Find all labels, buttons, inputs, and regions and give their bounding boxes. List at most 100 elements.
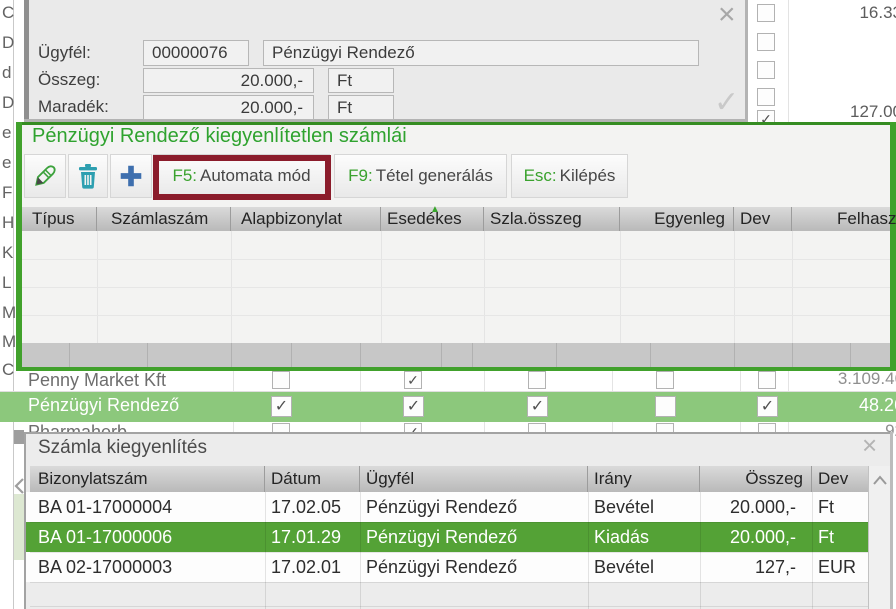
close-icon[interactable]: × <box>862 430 878 460</box>
checkbox[interactable] <box>757 4 775 22</box>
bg-amount: 3.109.46 <box>837 369 896 388</box>
edit-button[interactable] <box>24 154 66 198</box>
gridline <box>265 492 266 609</box>
amount-field[interactable]: 20.000,- <box>143 68 314 93</box>
gridline <box>441 343 442 367</box>
column-header-datum[interactable]: Dátum <box>265 466 360 492</box>
bg-row-letter: M <box>2 303 17 322</box>
remainder-currency-field[interactable]: Ft <box>328 95 394 120</box>
gridline <box>30 606 868 607</box>
gridline <box>850 343 851 367</box>
left-strip-divider <box>13 0 14 609</box>
check-icon: ✓ <box>530 398 545 415</box>
confirm-check-icon: ✓ <box>714 86 740 119</box>
checkbox[interactable] <box>528 371 546 389</box>
client-code-field[interactable]: 00000076 <box>143 40 249 66</box>
gridline <box>792 343 793 367</box>
column-header-egyenleg[interactable]: Egyenleg <box>620 207 734 231</box>
gridline <box>360 492 361 609</box>
hotkey-label: F5: <box>172 166 197 185</box>
gridline <box>588 492 589 609</box>
dialog-title: Számla kiegyenlítés <box>38 437 207 458</box>
amount: 127,- <box>754 557 796 577</box>
chevron-left-icon[interactable] <box>12 476 26 496</box>
chevron-up-icon[interactable] <box>872 474 888 486</box>
close-icon[interactable]: × <box>718 0 736 31</box>
gridline <box>812 492 813 609</box>
sort-asc-icon: ▲ <box>430 204 440 215</box>
column-header-esedekes[interactable]: Esedékes <box>381 207 484 231</box>
panel-border <box>16 122 22 371</box>
gridline <box>0 391 896 392</box>
column-header-felhasz[interactable]: Felhasz <box>837 209 896 228</box>
gridline <box>650 343 651 367</box>
table-row[interactable] <box>26 492 868 522</box>
bg-row-letter: e <box>2 153 12 172</box>
checkbox[interactable] <box>655 396 676 417</box>
gridline <box>556 343 557 367</box>
automatic-mode-button[interactable]: F5: Automata mód <box>153 154 330 198</box>
dialog-border <box>24 119 748 122</box>
checkbox[interactable]: ✓ <box>403 396 424 417</box>
checkbox[interactable]: ✓ <box>757 396 778 417</box>
checkbox[interactable] <box>757 33 775 51</box>
column-header-ugyfel[interactable]: Ügyfél <box>360 466 588 492</box>
amount-currency-field[interactable]: Ft <box>328 68 394 93</box>
table-row-selected[interactable]: Pénzügyi Rendező ✓ ✓ ✓ ✓ 48.26 <box>0 392 896 422</box>
table-footer <box>22 343 890 367</box>
bg-row-letter: d <box>2 63 12 82</box>
gridline <box>472 343 473 367</box>
checkbox[interactable] <box>757 88 775 106</box>
doc-number: BA 02-17000003 <box>38 557 173 577</box>
column-header-alapbizonylat[interactable]: Alapbizonylat <box>231 207 381 231</box>
generate-item-button[interactable]: F9: Tétel generálás <box>334 154 507 198</box>
bg-row-letter: D <box>2 93 15 112</box>
column-header-bizonylatszam[interactable]: Bizonylatszám <box>30 466 265 492</box>
remainder-field[interactable]: 20.000,- <box>143 95 314 120</box>
column-header-tipus[interactable]: Típus <box>22 207 97 231</box>
dialog-border <box>24 432 893 434</box>
gridline <box>22 259 890 260</box>
payment-dialog: × ✓ Ügyfél: 00000076 Pénzügyi Rendező Ös… <box>24 0 748 122</box>
checkbox[interactable] <box>656 371 674 389</box>
button-label: Tétel generálás <box>375 166 493 185</box>
column-header-osszeg[interactable]: Összeg <box>700 466 812 492</box>
dialog-corner-shadow <box>14 430 24 444</box>
check-icon: ✓ <box>760 398 775 415</box>
checkbox[interactable] <box>272 371 290 389</box>
direction: Kiadás <box>594 527 650 547</box>
column-header-dev[interactable]: Dev <box>818 469 849 488</box>
exit-button[interactable]: Esc: Kilépés <box>511 154 628 198</box>
column-header-irany[interactable]: Irány <box>588 466 700 492</box>
client-name-field[interactable]: Pénzügyi Rendező <box>263 40 699 66</box>
table-row-selected[interactable] <box>26 522 868 552</box>
bg-row-letter: H <box>2 213 15 232</box>
check-icon: ✓ <box>274 398 289 415</box>
checkbox[interactable] <box>758 371 776 389</box>
hotkey-label: F9: <box>348 166 373 185</box>
checkbox[interactable] <box>757 61 775 79</box>
partner-name: Pénzügyi Rendező <box>28 395 180 415</box>
settlement-dialog: Számla kiegyenlítés × Bizonylatszám Dátu… <box>24 432 893 609</box>
add-button[interactable] <box>110 154 152 198</box>
gridline <box>788 0 789 122</box>
check-icon: ✓ <box>407 372 419 388</box>
checkbox[interactable]: ✓ <box>271 396 292 417</box>
button-label: Kilépés <box>559 166 616 185</box>
gridline <box>147 343 148 367</box>
column-header-szamlaszam[interactable]: Számlaszám <box>97 207 231 231</box>
gridline <box>734 343 735 367</box>
delete-button[interactable] <box>68 154 108 198</box>
checkbox[interactable]: ✓ <box>404 371 422 389</box>
gridline <box>22 315 890 316</box>
table-row[interactable] <box>26 552 868 582</box>
scrollbar[interactable] <box>868 466 890 609</box>
button-label: Automata mód <box>200 166 311 185</box>
bg-amount: 92 <box>885 421 896 440</box>
dialog-border <box>745 0 748 122</box>
column-header-dev[interactable]: Dev <box>734 207 792 231</box>
checkbox[interactable]: ✓ <box>527 396 548 417</box>
column-header-szlaosszeg[interactable]: Szla.összeg <box>484 207 620 231</box>
amount: 20.000,- <box>729 497 796 517</box>
table-header <box>30 466 868 492</box>
